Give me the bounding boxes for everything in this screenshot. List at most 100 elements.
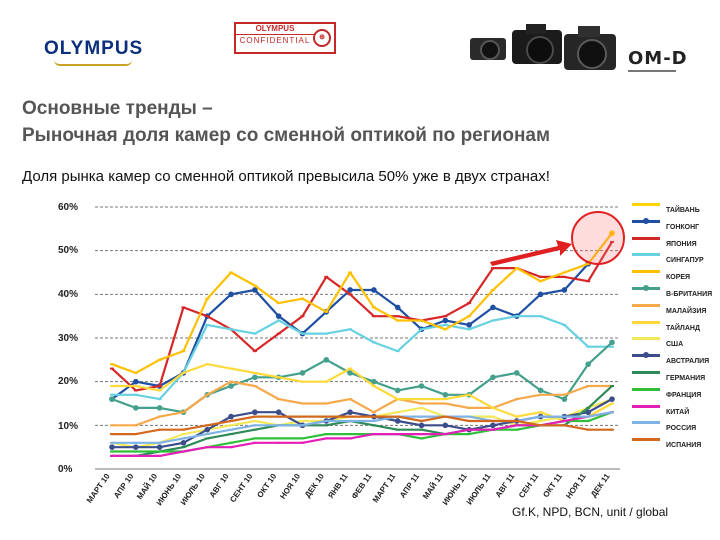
data-point	[300, 441, 305, 444]
legend-swatch	[632, 404, 660, 408]
om-d-logo: OM-D	[628, 48, 688, 69]
data-point	[181, 446, 186, 449]
data-point	[514, 267, 519, 270]
data-point	[205, 424, 210, 427]
data-point	[394, 387, 401, 394]
data-point	[205, 297, 210, 300]
data-point	[562, 424, 567, 427]
data-point	[513, 370, 520, 376]
data-point	[275, 409, 282, 416]
highlight-circle	[571, 211, 625, 265]
data-point	[610, 385, 614, 388]
legend-item: КОРЕЯ	[628, 267, 720, 285]
data-point	[586, 280, 591, 283]
data-point	[537, 387, 544, 394]
x-tick-label: НОЯ 11	[564, 472, 588, 501]
data-point	[443, 402, 448, 405]
data-point	[418, 422, 425, 429]
data-point	[275, 313, 282, 319]
data-point	[610, 411, 614, 414]
legend-item: КИТАЙ	[628, 402, 720, 420]
data-point	[252, 441, 257, 444]
data-point	[181, 428, 186, 431]
legend-swatch	[632, 303, 660, 307]
y-tick-label: 30%	[58, 333, 79, 344]
data-point	[157, 454, 162, 457]
data-point	[109, 396, 115, 402]
data-point	[395, 433, 400, 436]
data-point	[490, 319, 495, 322]
data-point	[205, 363, 210, 366]
data-point	[419, 406, 424, 409]
data-point	[467, 393, 472, 396]
legend-label: АВСТРАЛИЯ	[666, 358, 710, 366]
legend-label: КОРЕЯ	[666, 274, 691, 282]
data-point	[229, 424, 234, 427]
legend-label: ГОНКОНГ	[666, 223, 700, 231]
legend-swatch	[632, 371, 660, 374]
data-point	[324, 433, 329, 436]
data-point	[180, 440, 187, 446]
data-point	[394, 418, 401, 424]
data-point	[110, 424, 114, 427]
data-point	[586, 415, 591, 418]
data-point	[252, 428, 257, 431]
data-point	[419, 398, 424, 401]
data-point	[252, 415, 257, 418]
x-tick-label: АВГ 11	[494, 472, 517, 500]
data-point	[300, 402, 305, 405]
stamp-brand: OLYMPUS	[255, 24, 295, 33]
legend-swatch	[632, 253, 660, 257]
data-point	[490, 406, 495, 409]
data-point	[490, 422, 496, 429]
data-point	[419, 433, 424, 436]
data-point	[419, 415, 424, 418]
data-point	[538, 275, 543, 278]
x-tick-label: ЯНВ 11	[326, 472, 350, 501]
data-point	[299, 370, 306, 376]
data-point	[324, 415, 329, 418]
y-tick-label: 10%	[58, 421, 79, 432]
data-point	[110, 450, 114, 453]
data-point	[443, 415, 448, 418]
data-point	[300, 419, 305, 422]
data-point	[228, 383, 234, 389]
data-point	[157, 398, 162, 401]
data-point	[229, 428, 234, 431]
data-point	[562, 393, 567, 396]
data-point	[585, 409, 591, 416]
data-point	[586, 345, 591, 348]
y-tick-label: 40%	[58, 289, 79, 300]
data-point	[110, 433, 114, 436]
data-point	[252, 371, 257, 374]
data-point	[300, 332, 305, 335]
data-point	[157, 415, 162, 418]
x-tick-label: ОКТ 10	[255, 472, 278, 500]
data-point	[443, 433, 448, 436]
legend-swatch	[632, 320, 660, 324]
data-point	[609, 396, 615, 402]
series-line	[111, 263, 590, 400]
data-point	[467, 315, 472, 318]
data-point	[371, 433, 376, 436]
data-point	[490, 374, 496, 381]
data-point	[156, 444, 163, 450]
data-point	[252, 419, 257, 422]
data-point	[110, 367, 114, 370]
data-point	[586, 385, 591, 388]
x-tick-label: ДЕК 10	[303, 472, 326, 500]
data-point	[467, 302, 472, 305]
data-point	[229, 446, 234, 449]
data-point	[419, 419, 424, 422]
x-tick-label: МАЙ 11	[421, 472, 445, 501]
data-point	[181, 411, 186, 414]
data-point	[442, 391, 449, 398]
y-tick-label: 60%	[58, 202, 79, 213]
data-point	[371, 306, 376, 309]
data-point	[229, 419, 234, 422]
data-point	[347, 287, 353, 293]
legend-label: США	[666, 341, 684, 349]
data-point	[252, 385, 257, 388]
data-point	[348, 433, 353, 436]
legend-item: ТАЙЛАНД	[628, 318, 720, 336]
